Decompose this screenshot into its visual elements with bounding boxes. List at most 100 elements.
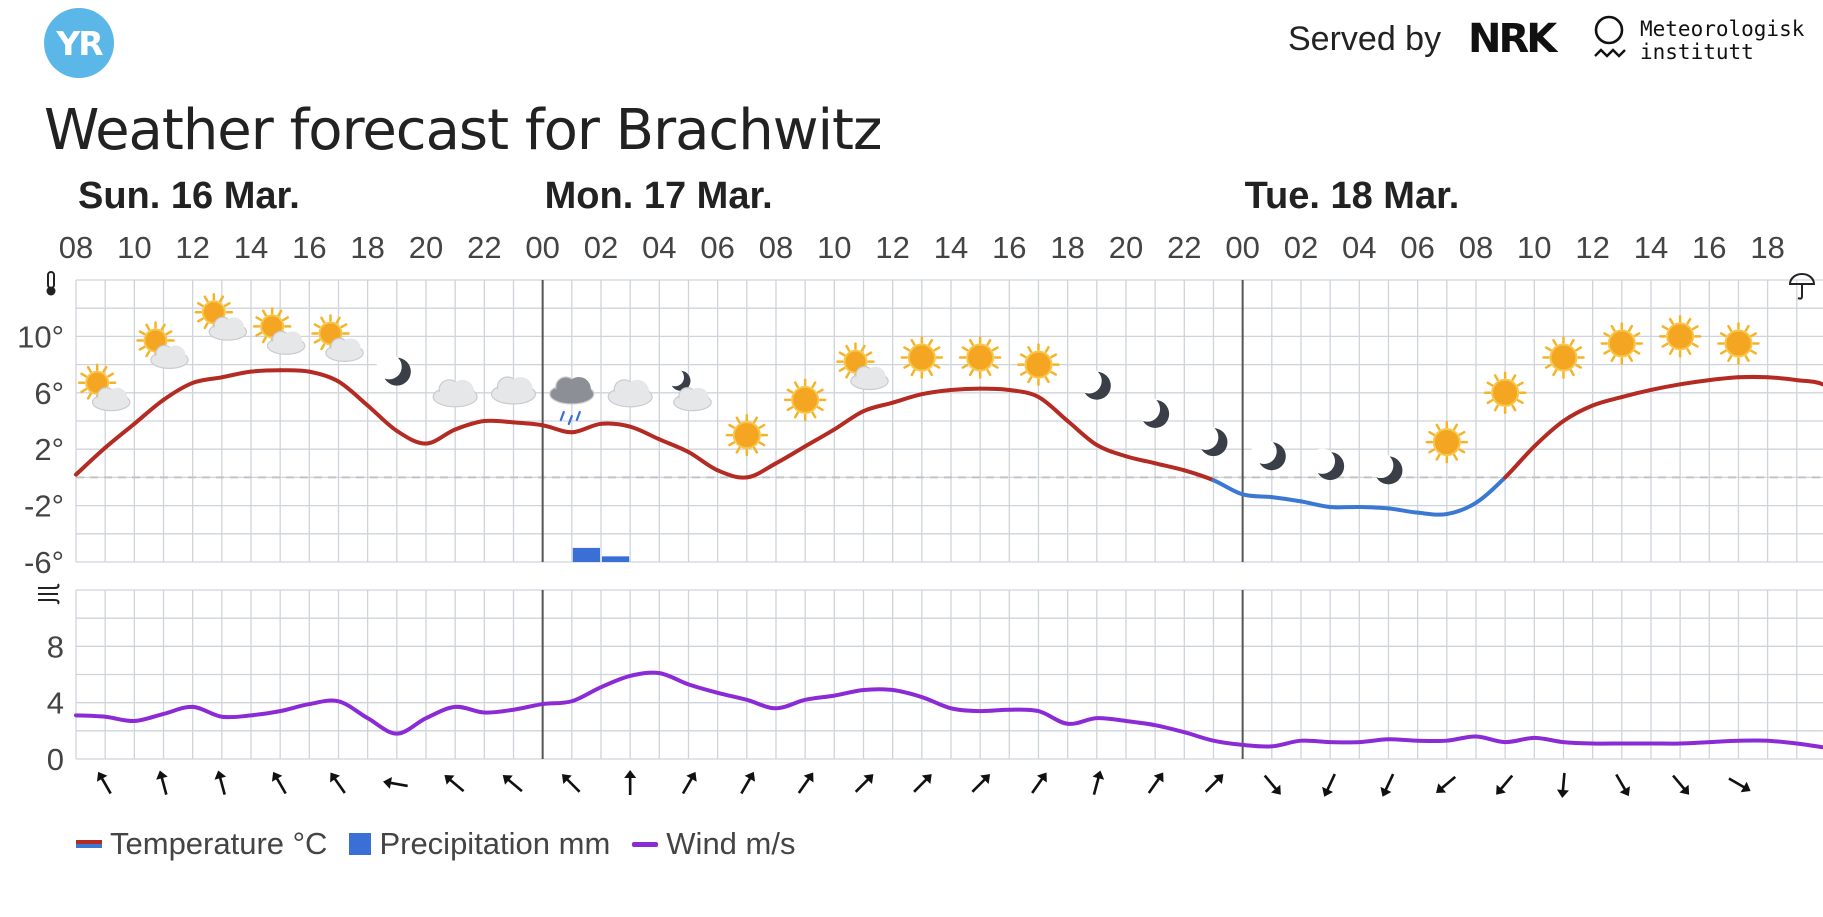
temperature-line-segment	[1386, 506, 1420, 515]
sun-ray	[282, 316, 290, 322]
sun-ray	[1727, 324, 1733, 332]
wind-line	[74, 670, 1823, 750]
sun-ray	[910, 338, 916, 346]
sun-ray	[811, 411, 817, 419]
sun-ray	[838, 351, 846, 357]
hour-tick-label: 00	[525, 230, 559, 265]
sun-ray	[1044, 346, 1050, 353]
yr-logo[interactable]: YR	[44, 8, 114, 78]
sun-ray	[145, 350, 151, 358]
temperature-line-segment	[190, 375, 224, 385]
temp-tick-label: 2°	[34, 432, 64, 467]
temperature-line-segment	[1182, 468, 1216, 483]
day-label: Sun. 16 Mar.	[78, 175, 300, 217]
sun-ray	[145, 323, 151, 331]
thermometer-icon	[46, 271, 56, 296]
met-institute-logo[interactable]: Meteorologisk institutt	[1640, 18, 1804, 64]
wind-arrow-head	[156, 770, 168, 780]
sun-ray	[138, 345, 146, 351]
hour-tick-label: 06	[700, 230, 734, 265]
temperature-line-segment	[1794, 378, 1823, 387]
sun-ray	[1027, 346, 1033, 353]
rain-icon	[549, 376, 595, 426]
temperature-line-segment	[132, 397, 166, 426]
sun-ray	[203, 295, 209, 303]
wind-direction-arrow-icon	[271, 771, 287, 795]
hour-tick-label: 14	[234, 230, 268, 265]
umbrella-icon-handle	[1797, 284, 1803, 300]
sun-ray	[786, 406, 794, 412]
wind-arrow-shaft	[159, 774, 168, 795]
moon-cutout	[376, 354, 402, 380]
sun-ray	[1044, 376, 1050, 384]
legend-temperature: Temperature °C	[76, 826, 327, 862]
temperature-line-segment	[1007, 387, 1041, 400]
thermometer-icon-bulb	[46, 286, 56, 296]
sun-ray	[1486, 381, 1494, 387]
hour-tick-label: 08	[1459, 230, 1493, 265]
temperature-line-segment	[1619, 387, 1653, 400]
sun-ray	[1453, 453, 1459, 461]
hour-tick-label: 20	[409, 230, 443, 265]
wind-arrow-head	[1092, 770, 1105, 780]
sun-ray	[1668, 348, 1674, 355]
nrk-logo[interactable]: NRK	[1468, 16, 1557, 62]
sun-ray	[80, 388, 88, 394]
wind-arrow-shaft	[1325, 773, 1336, 793]
sun-ray	[1019, 370, 1027, 376]
temperature-line-segment	[1707, 375, 1741, 383]
sun-ray	[961, 363, 969, 369]
wind-arrow-head	[561, 774, 572, 784]
sun-ray	[1435, 423, 1441, 431]
page-title: Weather forecast for Brachwitz	[44, 98, 882, 163]
sun-ray	[196, 317, 204, 323]
sun-ray	[1458, 448, 1466, 454]
sun-ray	[961, 346, 969, 352]
sun-ray	[1628, 324, 1634, 332]
sun-ray	[1610, 355, 1616, 363]
temperature-line-segment	[74, 445, 108, 477]
temp-tick-label: 6°	[34, 376, 64, 411]
hour-tick-label: 18	[1750, 230, 1784, 265]
clear-night-icon	[376, 354, 411, 386]
sun-ray	[928, 369, 934, 377]
wind-arrow-head	[744, 771, 756, 782]
sun-ray	[277, 309, 283, 317]
wind-direction-arrow-icon	[1436, 775, 1457, 793]
wind-arrow-head	[803, 772, 814, 783]
hour-tick-label: 14	[1634, 230, 1668, 265]
wind-direction-arrow-icon	[96, 771, 112, 795]
wind-arrow-shaft	[274, 775, 287, 795]
wind-arrow-shaft	[1439, 775, 1457, 791]
temperature-line-segment	[307, 369, 341, 384]
temperature-line-segment	[219, 369, 253, 380]
wind-arrow-shaft	[99, 775, 112, 795]
wind-arrow-shaft	[447, 777, 465, 793]
sun-ray	[1511, 374, 1517, 382]
temperature-line-segment	[598, 421, 633, 429]
wind-arrow-head	[1619, 786, 1630, 797]
sun-ray	[728, 441, 736, 447]
temperature-line-segment	[278, 368, 312, 374]
wind-direction-arrow-icon	[1672, 774, 1690, 795]
partly-cloudy-day-icon	[77, 363, 131, 412]
moon-cutout	[1368, 452, 1394, 479]
precipitation-bar	[601, 556, 630, 562]
wind-arrow-shaft	[1728, 777, 1747, 790]
served-by-label: Served by	[1288, 20, 1442, 58]
wind-direction-arrow-icon	[1092, 770, 1105, 795]
cloudy-icon	[490, 376, 537, 405]
temperature-line-segment	[1357, 505, 1391, 511]
temperature-line-segment	[1240, 492, 1274, 500]
sun-ray	[86, 392, 92, 400]
temperature-line-segment	[744, 461, 778, 480]
hour-tick-label: 18	[1050, 230, 1084, 265]
sun-ray	[1603, 349, 1611, 355]
sun-ray	[1575, 346, 1583, 352]
hour-tick-label: 16	[1692, 230, 1726, 265]
wind-direction-arrow-icon	[681, 771, 697, 795]
temperature-line-segment	[919, 387, 953, 397]
sun-ray	[335, 316, 341, 324]
temperature-line-segment	[890, 392, 924, 405]
temperature-line-segment	[1561, 403, 1595, 423]
